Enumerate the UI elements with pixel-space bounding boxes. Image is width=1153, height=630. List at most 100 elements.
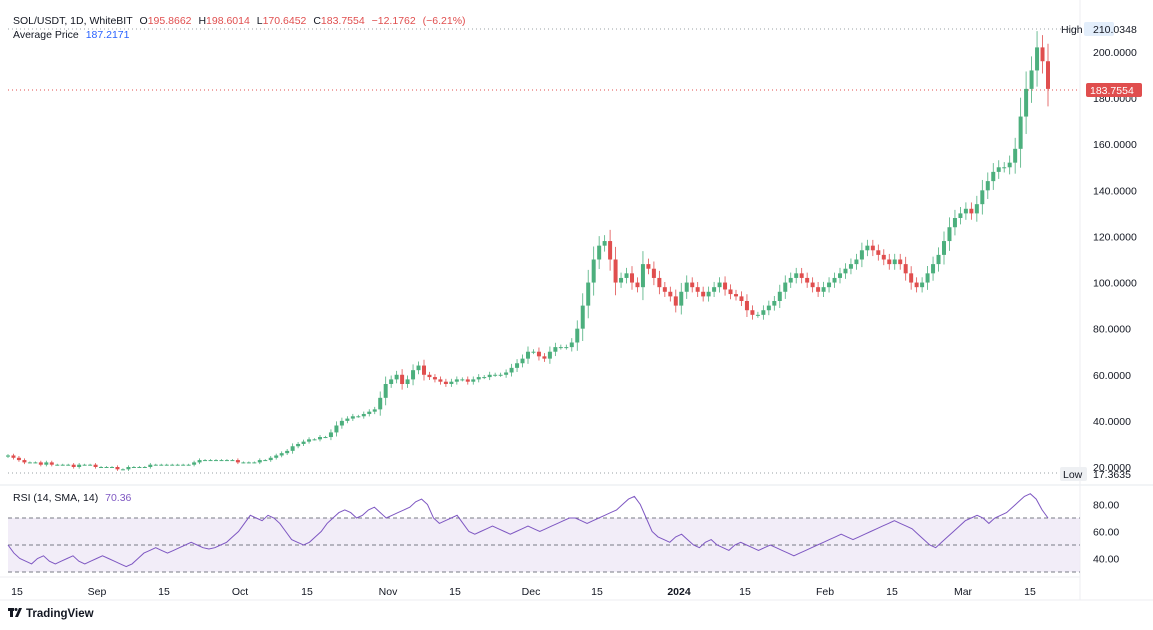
candle-body <box>307 439 312 442</box>
candle-body <box>832 277 837 283</box>
average-price-row: Average Price 187.2171 <box>13 29 133 41</box>
change-percent: (−6.21%) <box>422 15 466 27</box>
candle-body <box>148 464 153 467</box>
candle-body <box>734 294 738 297</box>
candle-body <box>974 204 979 214</box>
price-tick-0: 200.0000 <box>1093 47 1137 59</box>
candle-body <box>181 464 186 466</box>
candle-body <box>942 241 946 255</box>
time-tick-10: 15 <box>739 586 751 598</box>
ohlc-header: SOL/USDT, 1D, WhiteBIT O195.8662 H198.60… <box>13 15 470 27</box>
time-axis[interactable]: 15 Sep 15 Oct 15 Nov 15 Dec 15 2024 15 Feb 15 Mar 15 <box>11 586 1036 598</box>
candle-body <box>443 381 448 384</box>
candle-body <box>192 462 197 465</box>
candle-body <box>952 218 957 228</box>
candle-body <box>788 277 793 283</box>
candle-body <box>356 416 361 418</box>
candle-body <box>586 282 591 306</box>
candle-body <box>597 245 602 260</box>
price-tick-3: 140.0000 <box>1093 185 1137 197</box>
candle-body <box>1029 70 1034 89</box>
candle-body <box>350 416 355 419</box>
time-tick-5: Nov <box>379 586 398 598</box>
rsi-line <box>7 493 1049 568</box>
candle-body <box>301 441 306 444</box>
candle-body <box>876 250 881 255</box>
candle-body <box>920 282 925 288</box>
close-label: C183.7554 <box>313 15 365 27</box>
candle-body <box>848 264 853 269</box>
candle-body <box>77 464 82 467</box>
candle-body <box>175 464 180 466</box>
tradingview-brand[interactable]: TradingView <box>8 608 94 620</box>
candle-body <box>224 460 229 462</box>
high-label: H198.6014 <box>198 15 250 27</box>
candle-body <box>936 254 941 265</box>
candle-body <box>931 264 936 274</box>
candle-body <box>668 291 673 297</box>
candle-body <box>246 462 251 464</box>
candle-body <box>870 245 875 251</box>
candle-body <box>285 450 290 454</box>
rsi-axis[interactable]: 80.00 60.00 40.00 <box>1093 500 1119 566</box>
candle-body <box>1018 116 1023 149</box>
candle-body <box>564 347 569 349</box>
candle-body <box>526 351 530 359</box>
candle-body <box>44 462 49 465</box>
candle-body <box>892 259 897 265</box>
candle-body <box>131 467 136 468</box>
low-tag-bg <box>1060 467 1087 481</box>
candle-body <box>416 365 421 371</box>
candle-body <box>142 467 147 468</box>
candle-body <box>881 254 886 260</box>
candle-body <box>887 259 892 265</box>
candle-body <box>422 365 426 375</box>
price-axis[interactable]: 200.0000180.0000160.0000140.0000120.0000… <box>1093 47 1137 474</box>
candles-group <box>6 31 1050 471</box>
average-price-label[interactable]: Average Price <box>13 29 79 41</box>
candle-body <box>646 264 651 269</box>
candle-body <box>701 291 706 297</box>
candle-body <box>542 356 547 359</box>
candle-body <box>914 282 919 288</box>
candle-body <box>1024 88 1029 117</box>
candle-body <box>712 287 717 292</box>
candle-body <box>980 190 985 205</box>
candle-body <box>383 384 388 398</box>
candle-body <box>290 446 295 451</box>
candle-body <box>531 351 536 353</box>
price-tick-9: 20.0000 <box>1093 462 1131 474</box>
time-tick-9: 2024 <box>667 586 691 598</box>
candle-body <box>214 460 218 462</box>
candle-body <box>723 282 728 290</box>
candle-body <box>241 462 246 464</box>
candle-body <box>859 250 864 260</box>
rsi-label[interactable]: RSI (14, SMA, 14) <box>13 492 99 504</box>
candle-body <box>263 460 268 462</box>
time-tick-3: Oct <box>232 586 248 598</box>
candle-body <box>1002 167 1007 169</box>
last-price-tag <box>1086 83 1142 97</box>
candle-body <box>432 377 437 380</box>
candle-body <box>438 379 443 382</box>
candle-body <box>985 181 990 191</box>
candle-body <box>854 259 859 265</box>
candle-body <box>690 282 695 288</box>
candle-body <box>717 282 722 288</box>
candle-body <box>22 460 27 463</box>
candle-body <box>903 264 908 274</box>
candle-body <box>515 363 520 368</box>
candle-body <box>71 464 76 467</box>
candle-body <box>657 277 662 288</box>
candle-body <box>536 351 541 357</box>
candle-body <box>673 296 678 306</box>
candle-body <box>170 464 175 466</box>
candle-body <box>394 374 399 380</box>
symbol-label[interactable]: SOL/USDT, 1D, WhiteBIT <box>13 15 133 27</box>
candle-body <box>88 464 93 466</box>
candle-body <box>613 259 618 283</box>
candle-body <box>805 277 810 283</box>
low-label: L170.6452 <box>256 15 307 27</box>
candle-body <box>651 268 656 278</box>
